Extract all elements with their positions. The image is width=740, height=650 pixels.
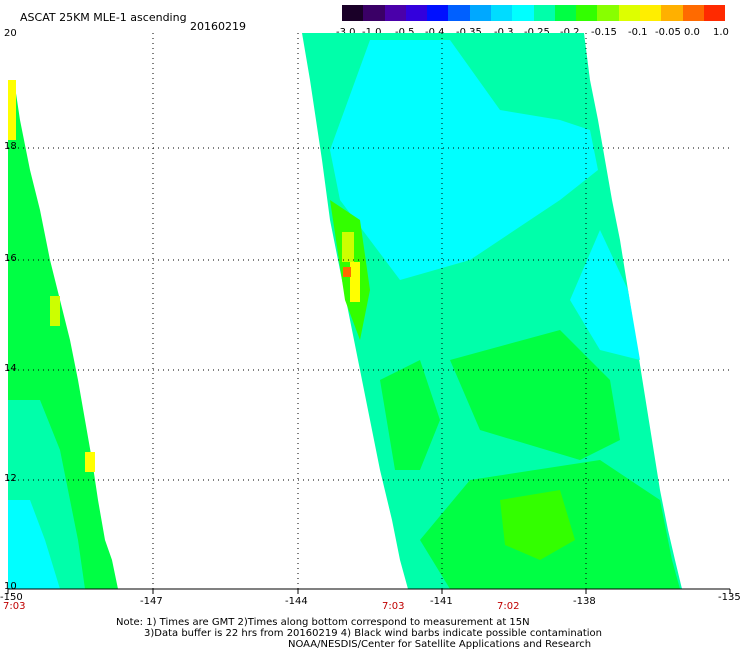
- lat-label-18: 18: [4, 141, 17, 152]
- footnote-line: NOAA/NESDIS/Center for Satellite Applica…: [288, 639, 592, 650]
- color-scale-swatch: [405, 5, 428, 21]
- swath-right-patch: [350, 262, 360, 302]
- color-tick: -0.3: [494, 27, 514, 38]
- color-scale-swatch: [618, 5, 640, 21]
- color-scale-bar: [342, 5, 726, 21]
- swath-right-patch: [500, 490, 575, 560]
- pass-time: 7:03: [382, 601, 405, 612]
- color-scale-swatch: [512, 5, 534, 21]
- color-scale-swatch: [533, 5, 555, 21]
- lat-label-16: 16: [4, 253, 17, 264]
- lon-label: -141: [430, 596, 453, 607]
- color-scale-swatch: [597, 5, 619, 21]
- color-scale-swatch: [342, 5, 364, 21]
- color-scale-swatch: [661, 5, 683, 21]
- color-scale-swatch: [427, 5, 449, 21]
- color-scale-swatch: [639, 5, 662, 21]
- color-scale-swatch: [448, 5, 470, 21]
- lon-label: -144: [285, 596, 308, 607]
- color-scale-swatch: [363, 5, 385, 21]
- map-title: ASCAT 25KM MLE-1 ascending: [20, 11, 187, 24]
- swath-right-patch: [343, 267, 351, 277]
- color-tick: -3.0: [336, 27, 356, 38]
- color-tick: -0.35: [456, 27, 482, 38]
- swath-left-patch: [85, 452, 95, 472]
- color-tick: 1.0: [713, 27, 729, 38]
- footnote-line: 3)Data buffer is 22 hrs from 20160219 4)…: [144, 628, 602, 639]
- color-tick: -0.5: [395, 27, 415, 38]
- color-scale-swatch: [490, 5, 513, 21]
- lat-label-14: 14: [4, 363, 17, 374]
- color-tick: -1.0: [362, 27, 382, 38]
- color-tick: -0.1: [628, 27, 648, 38]
- footnote-line: Note: 1) Times are GMT 2)Times along bot…: [116, 617, 530, 628]
- lat-label-10: 10: [4, 581, 17, 592]
- swath-right-patch: [380, 360, 440, 470]
- lat-lon-grid: [8, 33, 730, 589]
- x-axis-ticks: [7, 589, 731, 594]
- color-tick: -0.4: [425, 27, 445, 38]
- pass-time: 7:02: [497, 601, 520, 612]
- lon-label: -138: [573, 596, 596, 607]
- lon-label: -135: [718, 592, 740, 603]
- color-scale-swatch: [554, 5, 577, 21]
- color-scale-swatch: [576, 5, 598, 21]
- lon-label: -150: [0, 592, 23, 603]
- swath-left-patch: [8, 500, 60, 589]
- color-tick: -0.2: [560, 27, 580, 38]
- color-scale-swatch: [682, 5, 704, 21]
- lat-label-20: 20: [4, 28, 17, 39]
- footnote: Note: 1) Times are GMT 2)Times along bot…: [116, 617, 602, 650]
- color-scale-swatch: [469, 5, 491, 21]
- color-scale-swatch: [384, 5, 406, 21]
- map-date: 20160219: [190, 20, 246, 33]
- color-tick: -0.15: [591, 27, 617, 38]
- lat-label-12: 12: [4, 473, 17, 484]
- swath-right-patch: [570, 230, 640, 360]
- swath-left-patch: [50, 296, 60, 326]
- color-tick: -0.25: [524, 27, 550, 38]
- scatterometer-swaths: [8, 33, 682, 589]
- color-tick: -0.05: [655, 27, 681, 38]
- swath-right-patch: [342, 232, 354, 262]
- swath-right-patch: [330, 40, 598, 280]
- swath-right-patch: [450, 330, 620, 460]
- color-scale-swatch: [703, 5, 726, 21]
- swath-left-patch: [8, 80, 16, 140]
- color-tick: 0.0: [684, 27, 700, 38]
- lon-label: -147: [140, 596, 163, 607]
- pass-time: 7:03: [3, 601, 26, 612]
